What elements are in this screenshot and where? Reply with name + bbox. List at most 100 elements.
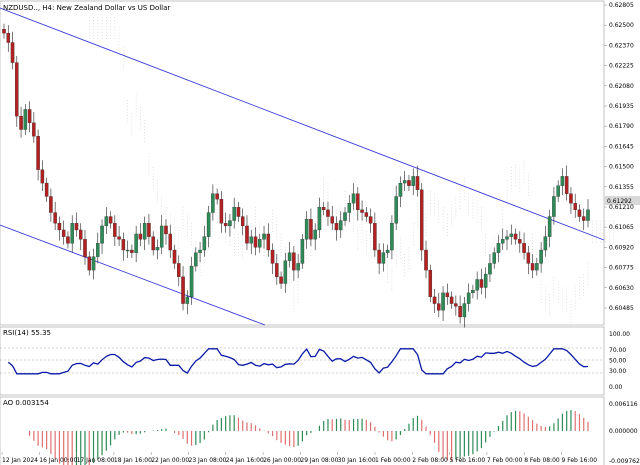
candle-body[interactable] [53,212,57,224]
candle-body[interactable] [6,32,11,43]
candle-body[interactable] [168,233,172,251]
candle-body[interactable] [394,196,398,224]
candle-body[interactable] [390,223,394,251]
candle-body[interactable] [492,252,496,264]
channel-lower-line[interactable] [0,224,266,326]
candle-body[interactable] [74,223,79,231]
candle-body[interactable] [586,209,590,221]
candle-body[interactable] [19,115,23,130]
candle-body[interactable] [215,193,219,200]
candle-body[interactable] [202,236,207,251]
candle-body[interactable] [228,220,232,227]
candle-body[interactable] [108,216,113,224]
candle-body[interactable] [364,212,369,217]
candle-body[interactable] [159,225,164,248]
candle-body[interactable] [287,252,292,261]
candle-body[interactable] [573,203,577,211]
candle-body[interactable] [428,269,433,298]
candle-body[interactable] [275,263,279,277]
candle-body[interactable] [360,209,364,213]
candle-body[interactable] [177,263,181,277]
candle-body[interactable] [49,196,53,213]
candle-body[interactable] [172,249,177,264]
candle-body[interactable] [552,196,556,217]
candle-body[interactable] [292,252,296,271]
candle-body[interactable] [445,292,450,298]
candle-body[interactable] [543,236,548,251]
candle-body[interactable] [44,182,49,197]
candle-body[interactable] [411,176,415,186]
candle-body[interactable] [475,279,479,291]
candle-body[interactable] [496,243,501,253]
candle-body[interactable] [569,193,573,204]
candle-body[interactable] [500,239,505,244]
candle-body[interactable] [236,207,241,217]
candle-body[interactable] [377,249,381,264]
candle-body[interactable] [415,176,420,190]
candle-body[interactable] [373,223,377,251]
candle-body[interactable] [206,212,211,237]
candle-body[interactable] [560,176,565,186]
candle-body[interactable] [142,223,147,240]
candle-body[interactable] [134,233,138,253]
rsi-line[interactable] [7,347,589,375]
candle-body[interactable] [581,216,586,221]
candle-body[interactable] [121,239,126,251]
candle-body[interactable] [577,209,582,217]
candle-body[interactable] [240,216,245,227]
candle-body[interactable] [96,243,100,257]
candle-body[interactable] [300,239,305,264]
candle-body[interactable] [40,169,45,184]
candle-body[interactable] [117,236,121,240]
candle-body[interactable] [407,180,411,186]
candle-body[interactable] [211,193,215,213]
candle-body[interactable] [432,296,437,304]
candle-body[interactable] [194,252,198,267]
channel-upper-line[interactable] [0,7,605,241]
candle-body[interactable] [223,223,228,227]
candle-body[interactable] [505,236,509,240]
candle-body[interactable] [479,279,484,288]
candle-body[interactable] [155,247,160,251]
candle-body[interactable] [339,220,343,231]
candle-body[interactable] [113,223,117,237]
candle-body[interactable] [66,236,70,244]
candle-body[interactable] [232,207,236,221]
candle-body[interactable] [36,136,40,170]
candle-body[interactable] [356,193,360,211]
candle-body[interactable] [253,236,258,248]
candle-body[interactable] [262,233,266,240]
candle-body[interactable] [522,243,526,253]
candle-body[interactable] [488,263,492,275]
candle-body[interactable] [266,233,271,251]
candle-body[interactable] [100,225,104,244]
candle-body[interactable] [462,303,467,318]
candle-body[interactable] [185,296,190,304]
candle-body[interactable] [471,290,475,294]
candle-body[interactable] [321,207,326,211]
candle-body[interactable] [424,249,428,271]
candle-body[interactable] [70,223,74,244]
candle-body[interactable] [27,109,32,123]
candle-body[interactable] [518,239,522,244]
candle-body[interactable] [32,122,36,137]
candle-body[interactable] [347,203,352,213]
candle-body[interactable] [57,223,62,231]
candle-body[interactable] [483,273,488,288]
candle-body[interactable] [2,28,6,34]
candle-body[interactable] [198,249,202,253]
candle-body[interactable] [343,212,347,221]
candle-body[interactable] [125,249,130,252]
candle-body[interactable] [530,263,535,271]
candle-body[interactable] [547,216,552,237]
candle-body[interactable] [78,229,83,240]
candle-body[interactable] [164,225,168,235]
candle-body[interactable] [437,303,441,311]
candle-body[interactable] [249,236,253,244]
candle-body[interactable] [138,233,143,240]
candle-body[interactable] [454,303,458,307]
candle-body[interactable] [61,229,66,237]
candle-body[interactable] [334,223,339,231]
candle-body[interactable] [351,193,356,204]
